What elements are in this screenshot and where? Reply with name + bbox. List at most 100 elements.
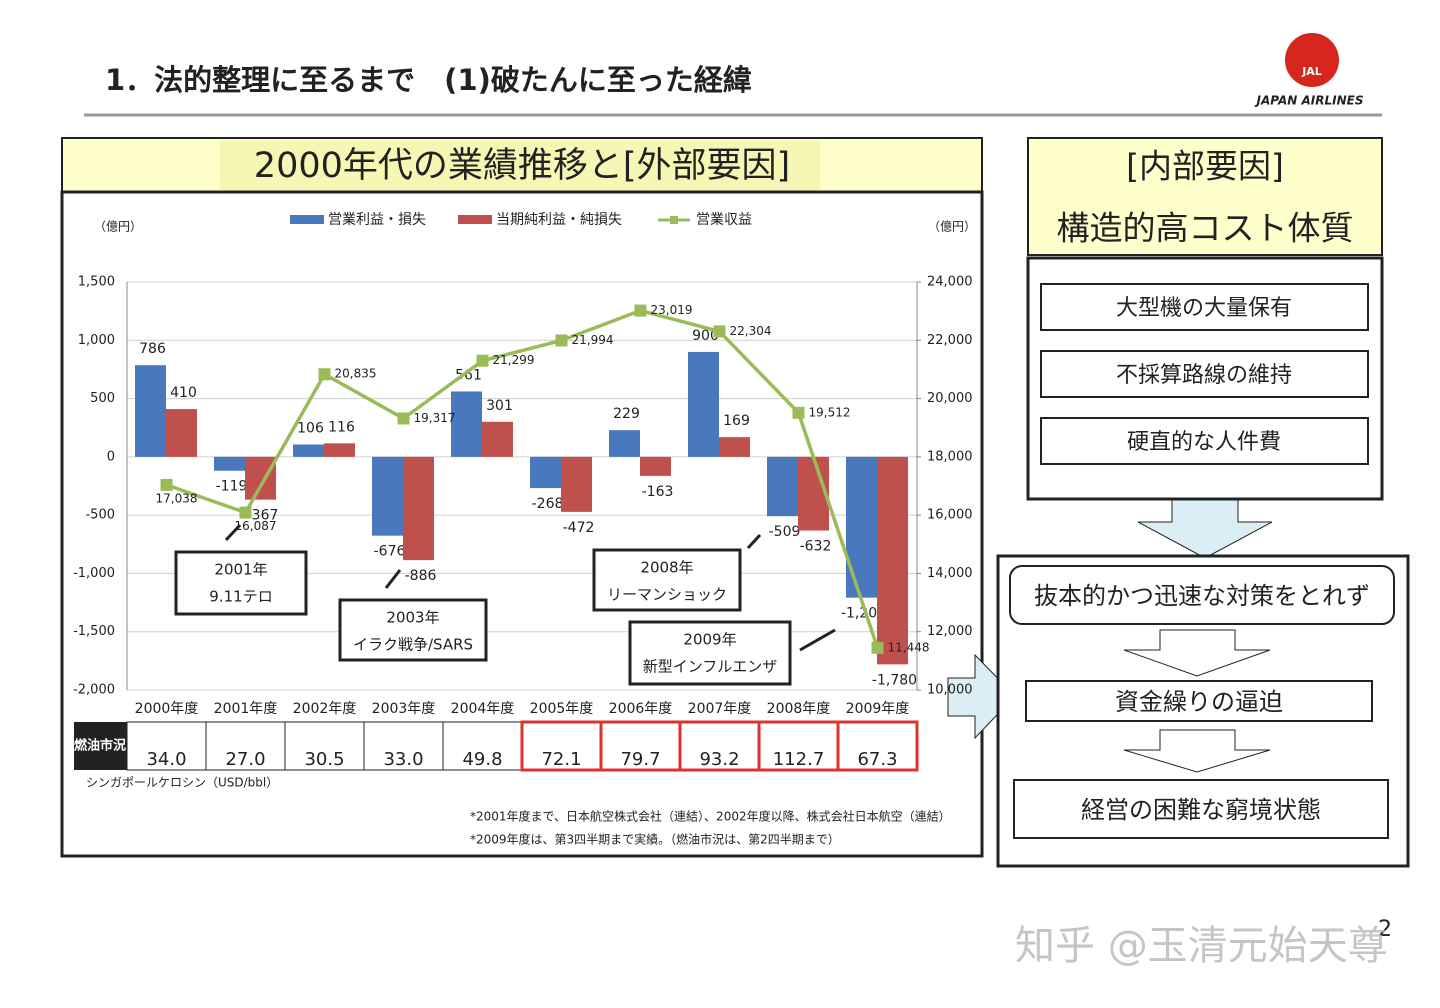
data-label: 169 <box>723 413 750 429</box>
factor: 大型機の大量保有 <box>1116 296 1292 321</box>
line-marker <box>239 506 252 519</box>
x-tick-label: 2001年度 <box>214 701 278 717</box>
y2-tick-label: 20,000 <box>927 391 973 406</box>
annotation-box <box>592 548 742 612</box>
logo-mark <box>1285 33 1339 87</box>
flow-step-box <box>1009 565 1395 625</box>
y-tick-label: 1,500 <box>78 275 115 290</box>
y2-tick-label: 18,000 <box>927 449 973 464</box>
fuel-value: 112.7 <box>773 749 825 770</box>
fuel-value: 67.3 <box>857 749 897 770</box>
fuel-value: 34.0 <box>146 749 186 770</box>
page-number: 2 <box>1378 917 1392 942</box>
data-label: 301 <box>486 398 513 414</box>
watermark: 知乎 @玉清元始天尊 <box>1015 923 1388 969</box>
fuel-value: 72.1 <box>541 749 581 770</box>
fuel-value: 79.7 <box>620 749 660 770</box>
x-tick-label: 2007年度 <box>688 701 752 717</box>
annotation-box <box>628 620 792 686</box>
annotation-event: リーマンショック <box>607 586 727 604</box>
y-tick-label: 0 <box>107 449 115 464</box>
chart-title-bg <box>220 140 820 190</box>
bar <box>688 351 719 457</box>
y-tick-label: -1,500 <box>73 624 115 639</box>
annotation-event: イラク戦争/SARS <box>353 636 473 654</box>
flow-step-box <box>1013 779 1389 839</box>
fuel-note: シンガポールケロシン（USD/bbl） <box>86 776 278 790</box>
bar <box>482 421 513 457</box>
data-label: -367 <box>247 508 279 524</box>
legend-swatch <box>458 215 492 224</box>
line-label: 22,304 <box>730 324 772 338</box>
data-label: -509 <box>769 524 801 540</box>
y-tick-label: 500 <box>90 391 115 406</box>
annotation-box <box>338 598 488 662</box>
line-marker <box>634 304 647 317</box>
bar <box>214 456 245 471</box>
arrow-right <box>947 653 1016 740</box>
flow-step: 資金繰りの逼迫 <box>1115 688 1283 716</box>
annotation-year: 2001年 <box>214 561 267 579</box>
annotation-event: 9.11テロ <box>209 588 272 606</box>
fuel-value: 49.8 <box>462 749 502 770</box>
y2-tick-label: 24,000 <box>927 275 973 290</box>
bar <box>877 456 908 665</box>
line-marker <box>871 641 884 654</box>
annotation-box <box>174 550 308 616</box>
y-unit: （億円） <box>94 220 142 234</box>
legend-label: 営業利益・損失 <box>328 212 426 228</box>
data-label: -1,780 <box>872 672 917 688</box>
line <box>165 308 880 649</box>
data-label: -632 <box>800 539 832 555</box>
legend-swatch <box>670 216 678 224</box>
bar <box>719 437 750 457</box>
line-label: 23,019 <box>651 303 693 317</box>
annotation-leader <box>384 569 402 589</box>
line-marker <box>160 478 173 491</box>
fuel-label-cell <box>74 722 127 770</box>
internal-heading: [内部要因] <box>1126 147 1284 186</box>
x-tick-label: 2002年度 <box>293 701 357 717</box>
factor-box <box>1040 350 1369 398</box>
y-tick-label: -2,000 <box>73 683 115 698</box>
x-tick-label: 2003年度 <box>372 701 436 717</box>
x-tick-label: 2005年度 <box>530 701 594 717</box>
legend-label: 当期純利益・純損失 <box>496 212 622 228</box>
factor-box <box>1040 417 1369 465</box>
y2-tick-label: 22,000 <box>927 333 973 348</box>
bar <box>561 456 592 512</box>
annotation-leader <box>746 533 762 550</box>
bar <box>640 456 671 476</box>
bar <box>245 456 276 500</box>
footnote: *2001年度まで、日本航空株式会社（連結）、2002年度以降、株式会社日本航空… <box>470 809 951 824</box>
line-label: 16,087 <box>235 519 277 533</box>
line-marker <box>713 325 726 338</box>
data-label: 116 <box>328 419 355 435</box>
internal-heading-box <box>1027 137 1383 256</box>
data-label: 561 <box>455 367 482 383</box>
data-label: 229 <box>613 406 640 422</box>
footnote: *2009年度は、第3四半期まで実績。（燃油市況は、第2四半期まで） <box>470 832 840 847</box>
logo-text: JAL <box>1301 65 1322 78</box>
legend-label: 営業収益 <box>696 212 752 228</box>
line-label: 17,038 <box>156 491 198 505</box>
y2-tick-label: 12,000 <box>927 624 973 639</box>
y-tick-label: -1,000 <box>73 566 115 581</box>
line-marker <box>555 334 568 347</box>
data-label: 106 <box>297 421 324 437</box>
bar <box>324 443 355 457</box>
data-label: -119 <box>216 479 248 495</box>
flow-step: 抜本的かつ迅速な対策をとれず <box>1034 582 1370 610</box>
line-marker <box>792 406 805 419</box>
annotation-leader <box>224 523 242 542</box>
bar <box>530 456 561 489</box>
factor: 不採算路線の維持 <box>1116 363 1292 388</box>
y2-unit: （億円） <box>928 220 976 234</box>
bar <box>135 365 166 457</box>
fuel-value: 33.0 <box>383 749 423 770</box>
brand: JAPAN AIRLINES <box>1255 94 1364 108</box>
bar <box>609 430 640 457</box>
annotation-year: 2009年 <box>683 631 736 649</box>
x-tick-label: 2008年度 <box>767 701 831 717</box>
